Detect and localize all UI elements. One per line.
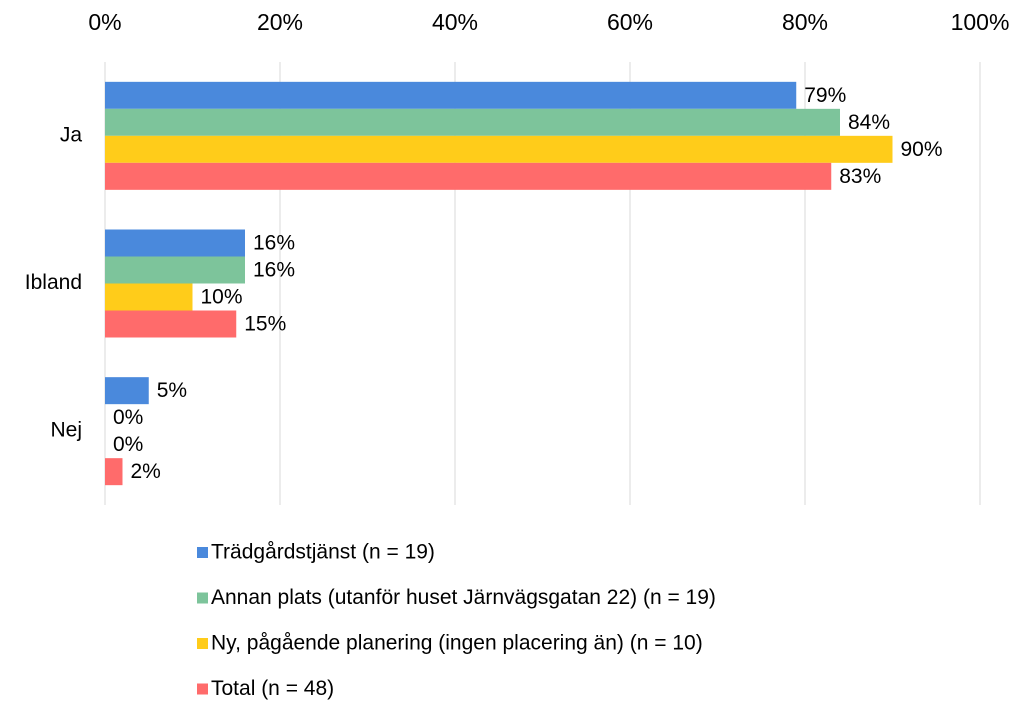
data-label: 2%: [131, 460, 161, 483]
bar: [105, 162, 832, 190]
data-label: 16%: [253, 259, 295, 282]
data-label: 10%: [201, 286, 243, 309]
bar: [105, 108, 840, 136]
data-label: 16%: [253, 232, 295, 255]
x-tick-label: 80%: [782, 9, 828, 35]
bar: [105, 458, 123, 486]
data-label: 90%: [901, 138, 943, 161]
data-label: 5%: [157, 379, 187, 402]
x-tick-label: 40%: [432, 9, 478, 35]
data-label: 83%: [839, 165, 881, 188]
x-tick-label: 100%: [951, 9, 1010, 35]
data-label: 0%: [113, 406, 143, 429]
bar: [105, 81, 797, 109]
bar: [105, 377, 149, 405]
legend-swatch: [197, 592, 208, 604]
legend-label: Trädgårdstjänst (n = 19): [211, 541, 435, 564]
x-tick-label: 0%: [88, 9, 121, 35]
legend-label: Annan plats (utanför huset Järnvägsgatan…: [211, 586, 716, 609]
legend-swatch: [197, 683, 208, 695]
legend-swatch: [197, 547, 208, 558]
data-label: 84%: [848, 111, 890, 134]
x-tick-label: 60%: [607, 9, 653, 35]
bar: [105, 256, 245, 284]
legend-swatch: [197, 638, 208, 649]
legend-label: Total (n = 48): [211, 677, 334, 700]
data-label: 15%: [244, 313, 286, 336]
bar: [105, 135, 893, 163]
category-label: Ja: [60, 123, 83, 146]
category-label: Ibland: [25, 271, 82, 294]
bar: [105, 310, 237, 338]
x-tick-label: 20%: [257, 9, 303, 35]
data-label: 0%: [113, 433, 143, 456]
category-label: Nej: [50, 419, 82, 442]
data-label: 79%: [804, 84, 846, 107]
bar: [105, 283, 193, 311]
legend-label: Ny, pågående planering (ingen placering …: [211, 632, 703, 655]
bar: [105, 229, 245, 257]
